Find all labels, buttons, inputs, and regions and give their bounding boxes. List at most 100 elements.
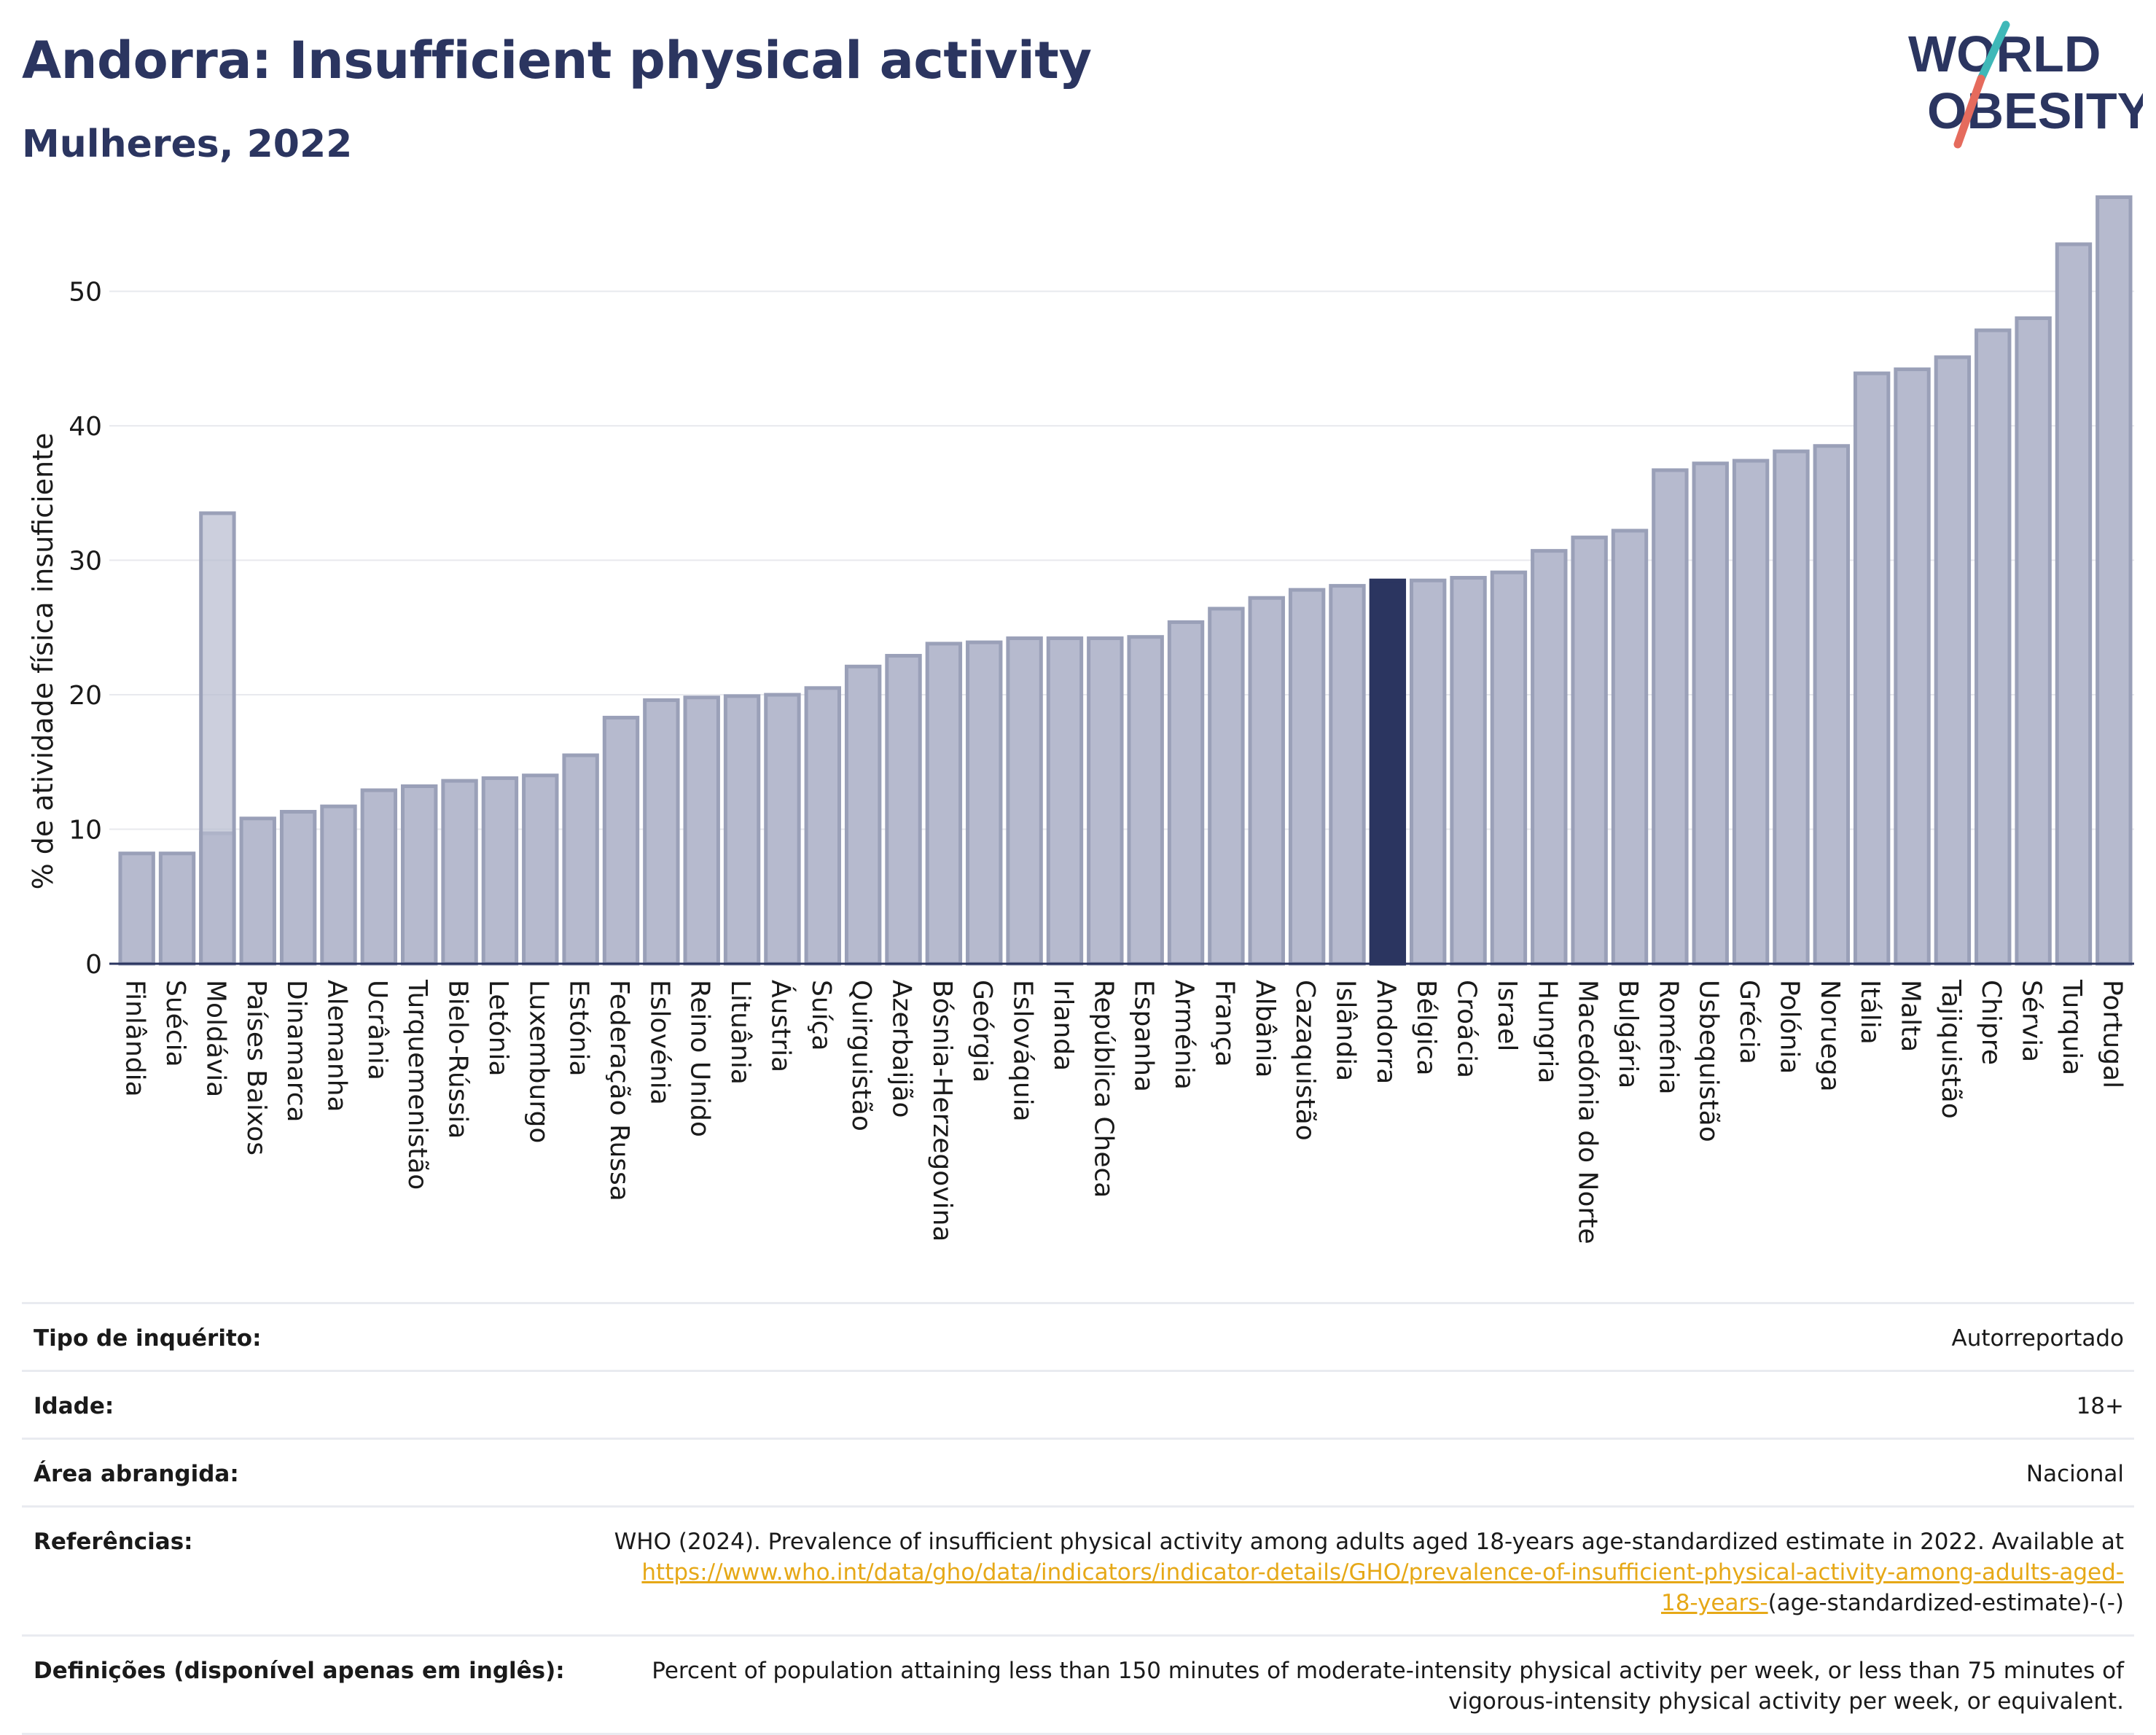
x-tick-label-franca: França bbox=[1209, 980, 1239, 1067]
bar-dinamarca bbox=[279, 810, 317, 966]
x-tick-label-belgica: Bélgica bbox=[1411, 980, 1441, 1076]
x-tick-label-austria: Áustria bbox=[765, 980, 796, 1072]
survey-type-value: Autorreportado bbox=[1951, 1325, 2125, 1352]
x-tick-label-bulgaria: Bulgária bbox=[1613, 980, 1643, 1088]
y-axis-ticks: 0 10 20 30 40 50 bbox=[69, 278, 102, 980]
bar-noruega bbox=[1813, 444, 1850, 966]
y-tick-label: 20 bbox=[69, 681, 102, 711]
bar-alemanha bbox=[320, 804, 357, 966]
info-row-references: Referências: WHO (2024). Prevalence of i… bbox=[22, 1506, 2134, 1636]
bar-georgia bbox=[966, 640, 1003, 966]
bar-reino-unido bbox=[683, 695, 720, 966]
bar-lituania bbox=[723, 694, 761, 966]
bar-armenia bbox=[1167, 620, 1205, 966]
x-tick-label-dinamarca: Dinamarca bbox=[281, 980, 311, 1123]
bar-andorra bbox=[1369, 578, 1407, 966]
bar-grecia bbox=[1732, 459, 1770, 966]
x-tick-label-chipre: Chipre bbox=[1976, 980, 2006, 1065]
bar-tajiquistao bbox=[1934, 355, 1972, 966]
bar-bulgaria bbox=[1611, 529, 1649, 966]
logo-slash-teal bbox=[1977, 20, 2010, 83]
x-tick-label-macedonia-do-norte: Macedónia do Norte bbox=[1573, 980, 1603, 1244]
x-tick-label-georgia: Geórgia bbox=[967, 980, 997, 1083]
bar-romenia bbox=[1652, 468, 1689, 966]
chart-subtitle: Mulheres, 2022 bbox=[22, 122, 353, 166]
bar-cazaquistao bbox=[1288, 588, 1326, 966]
x-tick-label-lituania: Lituânia bbox=[725, 980, 755, 1085]
bar-eslovenia bbox=[643, 698, 680, 966]
bar-paises-baixos bbox=[239, 816, 276, 966]
x-tick-label-romenia: Roménia bbox=[1653, 980, 1683, 1095]
references-link[interactable]: https://www.who.int/data/gho/data/indica… bbox=[641, 1559, 2124, 1616]
bar-bielo-russia bbox=[441, 779, 478, 966]
x-tick-label-grecia: Grécia bbox=[1734, 980, 1764, 1064]
bar-suecia bbox=[158, 851, 196, 966]
info-row-area: Área abrangida: Nacional bbox=[22, 1438, 2134, 1507]
survey-type-label: Tipo de inquérito: bbox=[34, 1325, 262, 1352]
bar-macedonia-do-norte bbox=[1571, 535, 1608, 966]
bar-albania bbox=[1248, 596, 1285, 966]
x-axis-ticks: Finlândia Suécia Moldávia Países Baixos Dina… bbox=[120, 979, 2128, 1244]
x-tick-label-turquemenistao: Turquemenistão bbox=[402, 979, 432, 1190]
x-tick-label-israel: Israel bbox=[1492, 980, 1522, 1051]
x-tick-label-hungria: Hungria bbox=[1532, 980, 1562, 1083]
x-tick-label-portugal: Portugal bbox=[2097, 980, 2127, 1088]
x-tick-label-letonia: Letónia bbox=[483, 980, 513, 1077]
bar-usbequistao bbox=[1692, 461, 1729, 966]
x-tick-label-irlanda: Irlanda bbox=[1048, 980, 1078, 1071]
bar-ucrania bbox=[360, 788, 398, 966]
chart-title: Andorra: Insufficient physical activity bbox=[22, 31, 1092, 90]
area-label: Área abrangida: bbox=[34, 1461, 239, 1487]
x-tick-label-croacia: Croácia bbox=[1452, 980, 1482, 1078]
x-tick-label-moldavia: Moldávia bbox=[200, 980, 230, 1097]
references-suffix: (age-standardized-estimate)-(-) bbox=[1768, 1590, 2124, 1616]
bar-croacia bbox=[1450, 576, 1487, 966]
bar-irlanda bbox=[1046, 636, 1084, 966]
x-tick-label-polonia: Polónia bbox=[1774, 980, 1804, 1074]
info-table: Tipo de inquérito: Autorreportado Idade:… bbox=[22, 1302, 2134, 1735]
x-tick-label-turquia: Turquia bbox=[2057, 979, 2087, 1075]
bar-italia bbox=[1853, 371, 1891, 966]
y-axis-label: % de atividade física insuficiente bbox=[27, 433, 59, 890]
bar-estonia bbox=[562, 753, 599, 966]
x-tick-label-noruega: Noruega bbox=[1815, 980, 1845, 1092]
x-tick-label-albania: Albânia bbox=[1250, 980, 1280, 1077]
x-tick-label-servia: Sérvia bbox=[2017, 980, 2047, 1062]
bar-portugal bbox=[2096, 195, 2133, 966]
bar-suica bbox=[804, 686, 841, 966]
x-tick-label-italia: Itália bbox=[1855, 980, 1885, 1045]
age-label: Idade: bbox=[34, 1393, 114, 1419]
bar-israel bbox=[1490, 570, 1528, 966]
x-tick-label-republica-checa: República Checa bbox=[1088, 980, 1118, 1198]
x-tick-label-ucrania: Ucrânia bbox=[362, 980, 392, 1080]
bar-luxemburgo bbox=[522, 773, 559, 966]
bar-moldavia-estimate bbox=[199, 511, 236, 966]
bar-letonia bbox=[481, 776, 519, 966]
bars bbox=[118, 195, 2133, 966]
bar-turquia bbox=[2055, 242, 2093, 966]
definitions-label: Definições (disponível apenas em inglês)… bbox=[34, 1658, 565, 1684]
bar-islandia bbox=[1329, 584, 1366, 966]
bar-turquemenistao bbox=[401, 784, 438, 966]
y-tick-label: 10 bbox=[69, 816, 102, 846]
bar-belgica bbox=[1410, 578, 1447, 966]
bar-chipre bbox=[1975, 328, 2012, 966]
bar-polonia bbox=[1773, 449, 1810, 966]
y-tick-label: 30 bbox=[69, 547, 102, 577]
references-label: Referências: bbox=[34, 1529, 193, 1555]
bar-servia bbox=[2015, 316, 2052, 966]
world-obesity-logo: WORLD OBESITY bbox=[1908, 20, 2143, 149]
bar-hungria bbox=[1531, 549, 1568, 966]
x-tick-label-azerbaijao: Azerbaijão bbox=[887, 980, 917, 1118]
x-tick-label-cazaquistao: Cazaquistão bbox=[1290, 980, 1320, 1141]
x-tick-label-estonia: Estónia bbox=[564, 980, 594, 1077]
bar-republica-checa bbox=[1087, 636, 1124, 966]
bar-azerbaijao bbox=[885, 654, 922, 966]
x-tick-label-islandia: Islândia bbox=[1330, 980, 1360, 1081]
x-tick-label-federacao-russa: Federação Russa bbox=[604, 980, 634, 1201]
bar-austria bbox=[764, 693, 801, 966]
x-tick-label-paises-baixos: Países Baixos bbox=[241, 980, 271, 1155]
y-tick-label: 40 bbox=[69, 412, 102, 442]
x-tick-label-finlandia: Finlândia bbox=[120, 980, 150, 1097]
definitions-value: Percent of population attaining less tha… bbox=[652, 1658, 2124, 1715]
